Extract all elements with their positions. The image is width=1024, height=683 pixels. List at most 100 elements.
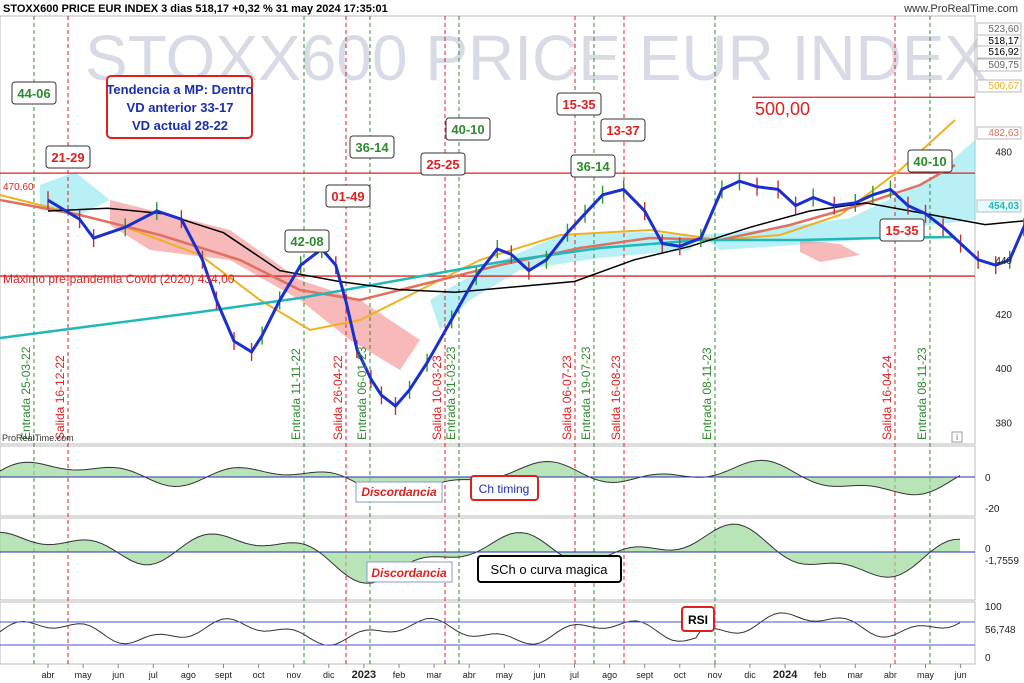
badge-box: [349, 135, 395, 159]
month-tick-label: dic: [323, 670, 335, 680]
black-line: [47, 202, 1024, 294]
price-tag-label: 516,92: [988, 47, 1019, 58]
month-tick-label: abr: [884, 670, 897, 680]
month-tick-label: may: [75, 670, 93, 680]
rsi-panel-frame: [0, 601, 976, 665]
rsi-name-box: [681, 606, 715, 632]
month-tick-label: oct: [253, 670, 266, 680]
moving-average-cyan: [0, 235, 956, 340]
indicator-tick: 0: [985, 473, 991, 484]
badge-label: 44-06: [17, 86, 50, 101]
badge-label: 01-49: [331, 189, 364, 204]
badge-label: 40-10: [913, 154, 946, 169]
indicator-tick: 100: [985, 602, 1002, 613]
price-tag-label: 518,17: [988, 36, 1019, 47]
price-tag-box: [976, 79, 1022, 93]
price-tag-box: [976, 45, 1022, 59]
header-bar: [0, 0, 1024, 16]
indicator-tick: 0: [985, 544, 991, 555]
chtiming-panel-frame: [0, 445, 976, 517]
ichimoku-cloud: [430, 232, 700, 330]
moving-average-orange: [0, 119, 956, 332]
month-tick-label: may: [917, 670, 935, 680]
month-tick-label: ago: [181, 670, 196, 680]
discordancia-box: [366, 561, 453, 583]
month-tick-label: ago: [602, 670, 617, 680]
price-tag-box: [976, 199, 1022, 213]
month-tick-label: jun: [954, 670, 967, 680]
badge-label: 21-29: [51, 150, 84, 165]
badge-label: 42-08: [290, 234, 323, 249]
indicator-tick: 56,748: [985, 625, 1016, 636]
sch-fill: [0, 524, 960, 584]
badge-label: 40-10: [451, 122, 484, 137]
month-tick-label: mar: [426, 670, 442, 680]
month-tick-label: sept: [215, 670, 233, 680]
badge-box: [45, 145, 91, 169]
event-label: Salida 10-03-23: [430, 355, 444, 440]
month-tick-label: abr: [463, 670, 476, 680]
badge-box: [325, 184, 371, 208]
month-tick-label: jun: [532, 670, 545, 680]
ichimoku-cloud: [800, 240, 860, 262]
event-label: Entrada 31-03-23: [444, 346, 458, 440]
month-tick-label: nov: [708, 670, 723, 680]
chart-title: STOXX600 PRICE EUR INDEX 3 dias 518,17 +…: [3, 3, 388, 15]
month-tick-label: feb: [814, 670, 827, 680]
y-tick-label: 400: [995, 364, 1012, 375]
badge-label: 36-14: [355, 140, 389, 155]
event-label: Entrada 25-03-22: [19, 346, 33, 440]
price-curve: [47, 179, 1024, 409]
month-tick-label: 2024: [773, 669, 798, 681]
month-tick-label: jun: [111, 670, 124, 680]
info-icon[interactable]: [951, 431, 963, 443]
sch-panel-frame: [0, 517, 976, 601]
sch-name: SCh o curva magica: [490, 562, 608, 577]
month-tick-label: nov: [286, 670, 301, 680]
panel-credit: ProRealTime.com: [2, 433, 74, 443]
month-tick-label: dic: [744, 670, 756, 680]
price-tag-box: [976, 58, 1022, 72]
month-tick-label: sept: [636, 670, 654, 680]
badge-box: [11, 81, 57, 105]
month-tick-label: jul: [569, 670, 579, 680]
event-label: Entrada 08-11-23: [700, 347, 714, 440]
event-label: Entrada 11-11-22: [289, 348, 303, 440]
chtiming-name: Ch timing: [479, 482, 530, 496]
trend-info-line: VD actual 28-22: [132, 118, 228, 133]
info-icon-glyph: i: [956, 433, 958, 442]
month-tick-label: oct: [674, 670, 687, 680]
discordancia-box: [355, 481, 443, 503]
month-tick-label: feb: [393, 670, 406, 680]
trend-info-line: VD anterior 33-17: [127, 100, 234, 115]
event-label: Entrada 08-11-23: [915, 347, 929, 440]
y-tick-label: 380: [995, 418, 1012, 429]
level-label: 470,60: [3, 182, 34, 193]
rsi-line: [0, 612, 961, 646]
badge-label: 36-14: [576, 159, 610, 174]
price-tag-label: 454,03: [988, 201, 1019, 212]
badge-box: [420, 152, 466, 176]
price-tag-label: 500,67: [988, 81, 1019, 92]
indicator-tick: -20: [985, 504, 1000, 515]
badge-box: [879, 218, 925, 242]
y-tick-label: 440: [995, 256, 1012, 267]
price-tag-box: [976, 126, 1022, 140]
price-panel-frame: [0, 15, 976, 445]
badge-box: [570, 154, 616, 178]
badge-label: 15-35: [885, 223, 918, 238]
badge-box: [907, 149, 953, 173]
trend-info-box: [106, 75, 253, 139]
price-tag-label: 523,60: [988, 24, 1019, 35]
event-label: Salida 16-04-24: [880, 355, 894, 440]
event-label: Salida 26-04-22: [331, 355, 345, 440]
indicator-tick: -1,7559: [985, 556, 1019, 567]
event-label: Entrada 19-07-23: [579, 346, 593, 440]
price-tag-label: 509,75: [988, 60, 1019, 71]
badge-box: [445, 117, 491, 141]
badge-label: 15-35: [562, 97, 595, 112]
level-label: 500,00: [755, 99, 810, 119]
discordancia-label: Discordancia: [371, 566, 447, 580]
event-label: Salida 06-07-23: [560, 355, 574, 440]
y-tick-label: 420: [995, 310, 1012, 321]
